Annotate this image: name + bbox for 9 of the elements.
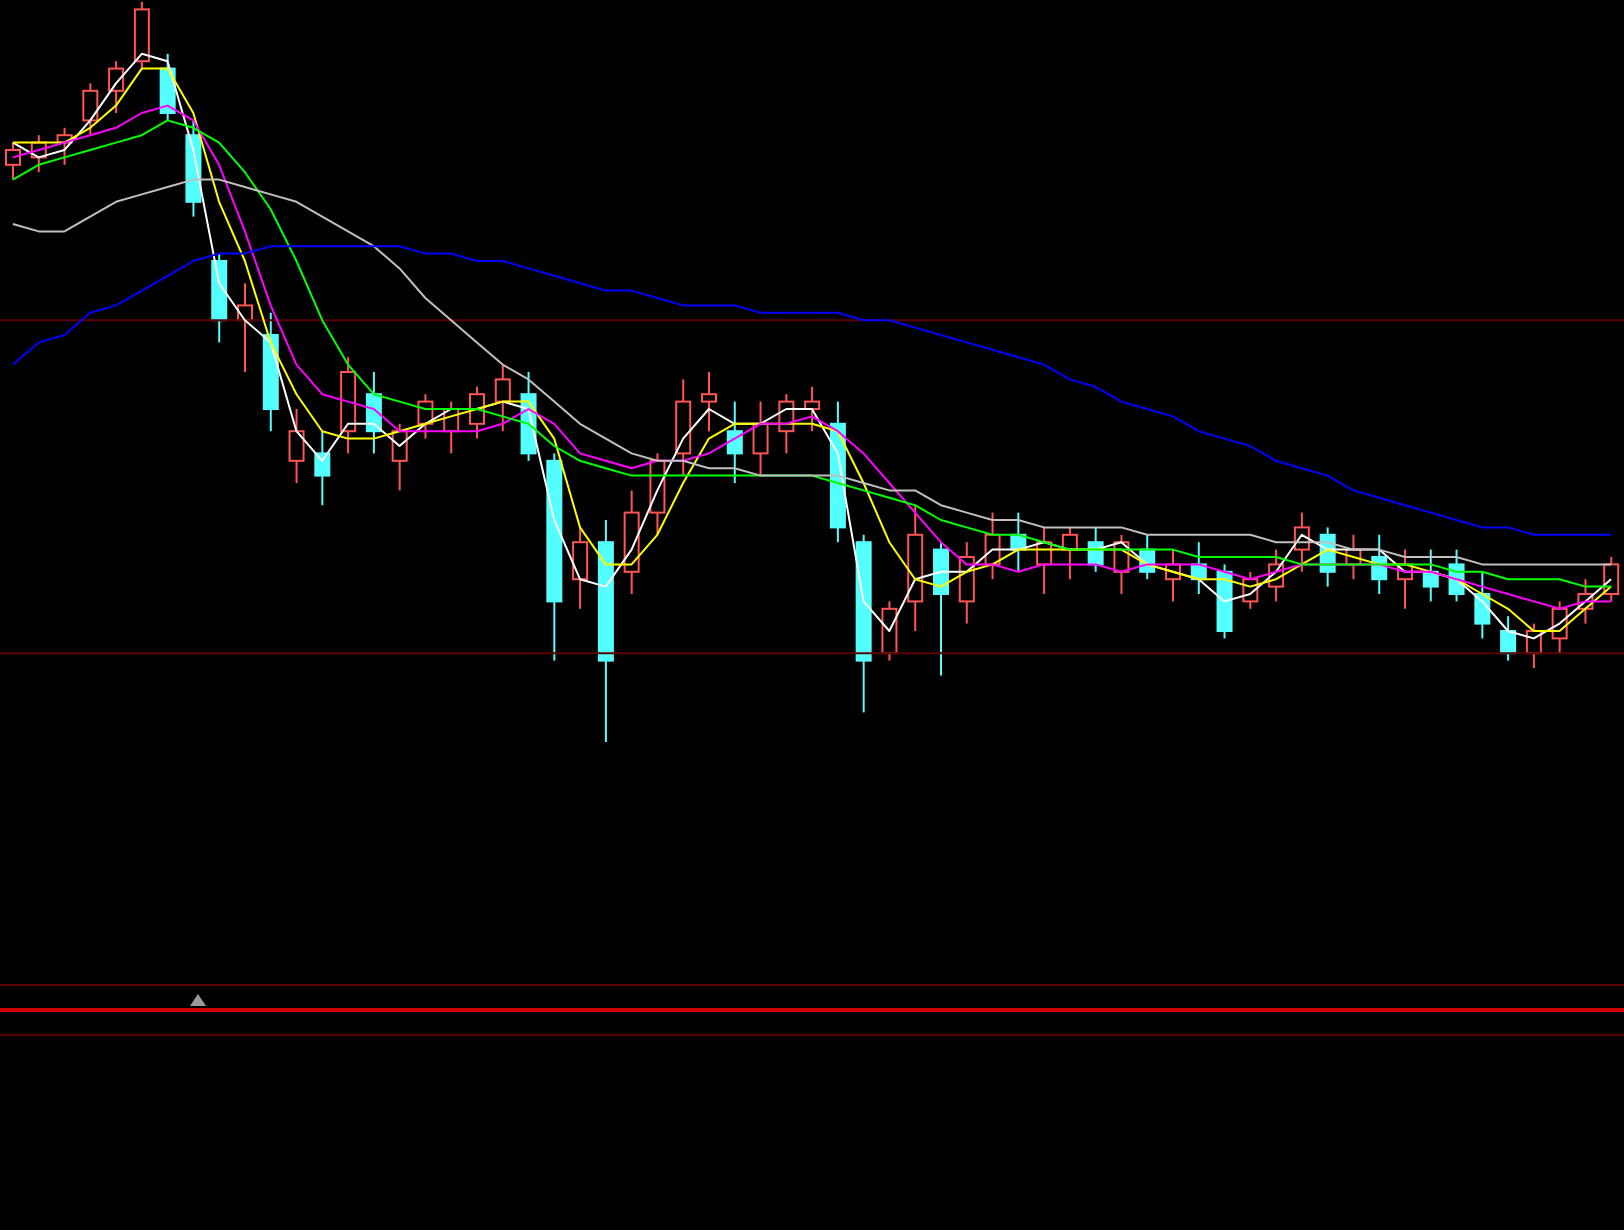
candlestick [288, 408, 305, 484]
candlestick [752, 400, 769, 477]
candlestick [933, 541, 949, 677]
candlestick [675, 378, 692, 477]
candlestick [701, 371, 717, 433]
candlestick [1422, 548, 1439, 603]
candlestick [907, 504, 924, 632]
candlestick [314, 430, 331, 507]
candlestick [726, 400, 743, 484]
